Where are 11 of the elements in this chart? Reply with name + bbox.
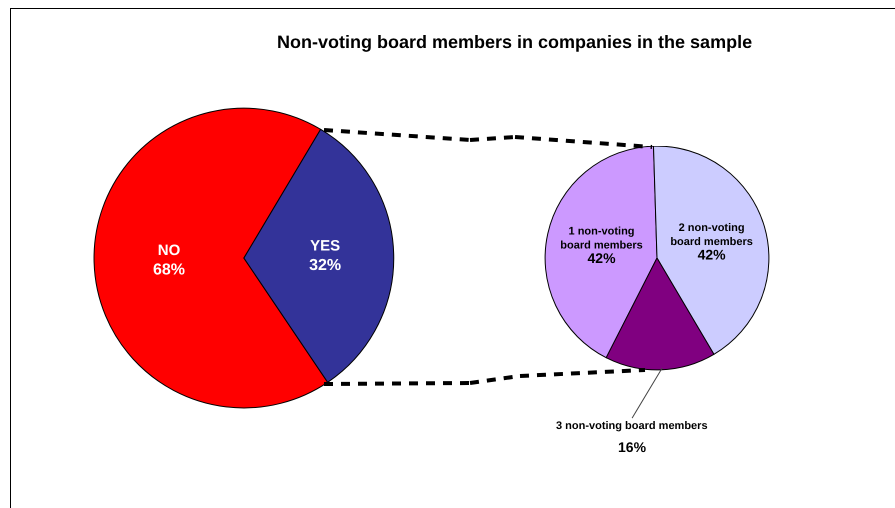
slice-label: 2 non-voting board members	[670, 222, 753, 248]
slice-label: 3 non-voting board members	[556, 420, 708, 432]
data-label: 68%	[152, 261, 185, 278]
slice-label: YES	[310, 238, 340, 255]
slice-label: NO	[158, 242, 181, 259]
data-label: 16%	[618, 439, 647, 455]
text: Non-voting board members in companies in the sample	[277, 32, 752, 52]
data-label: 42%	[588, 250, 616, 266]
data-label: 32%	[309, 257, 342, 274]
slice-label: 1 non-voting board members	[560, 225, 643, 252]
data-label: 42%	[698, 246, 726, 262]
